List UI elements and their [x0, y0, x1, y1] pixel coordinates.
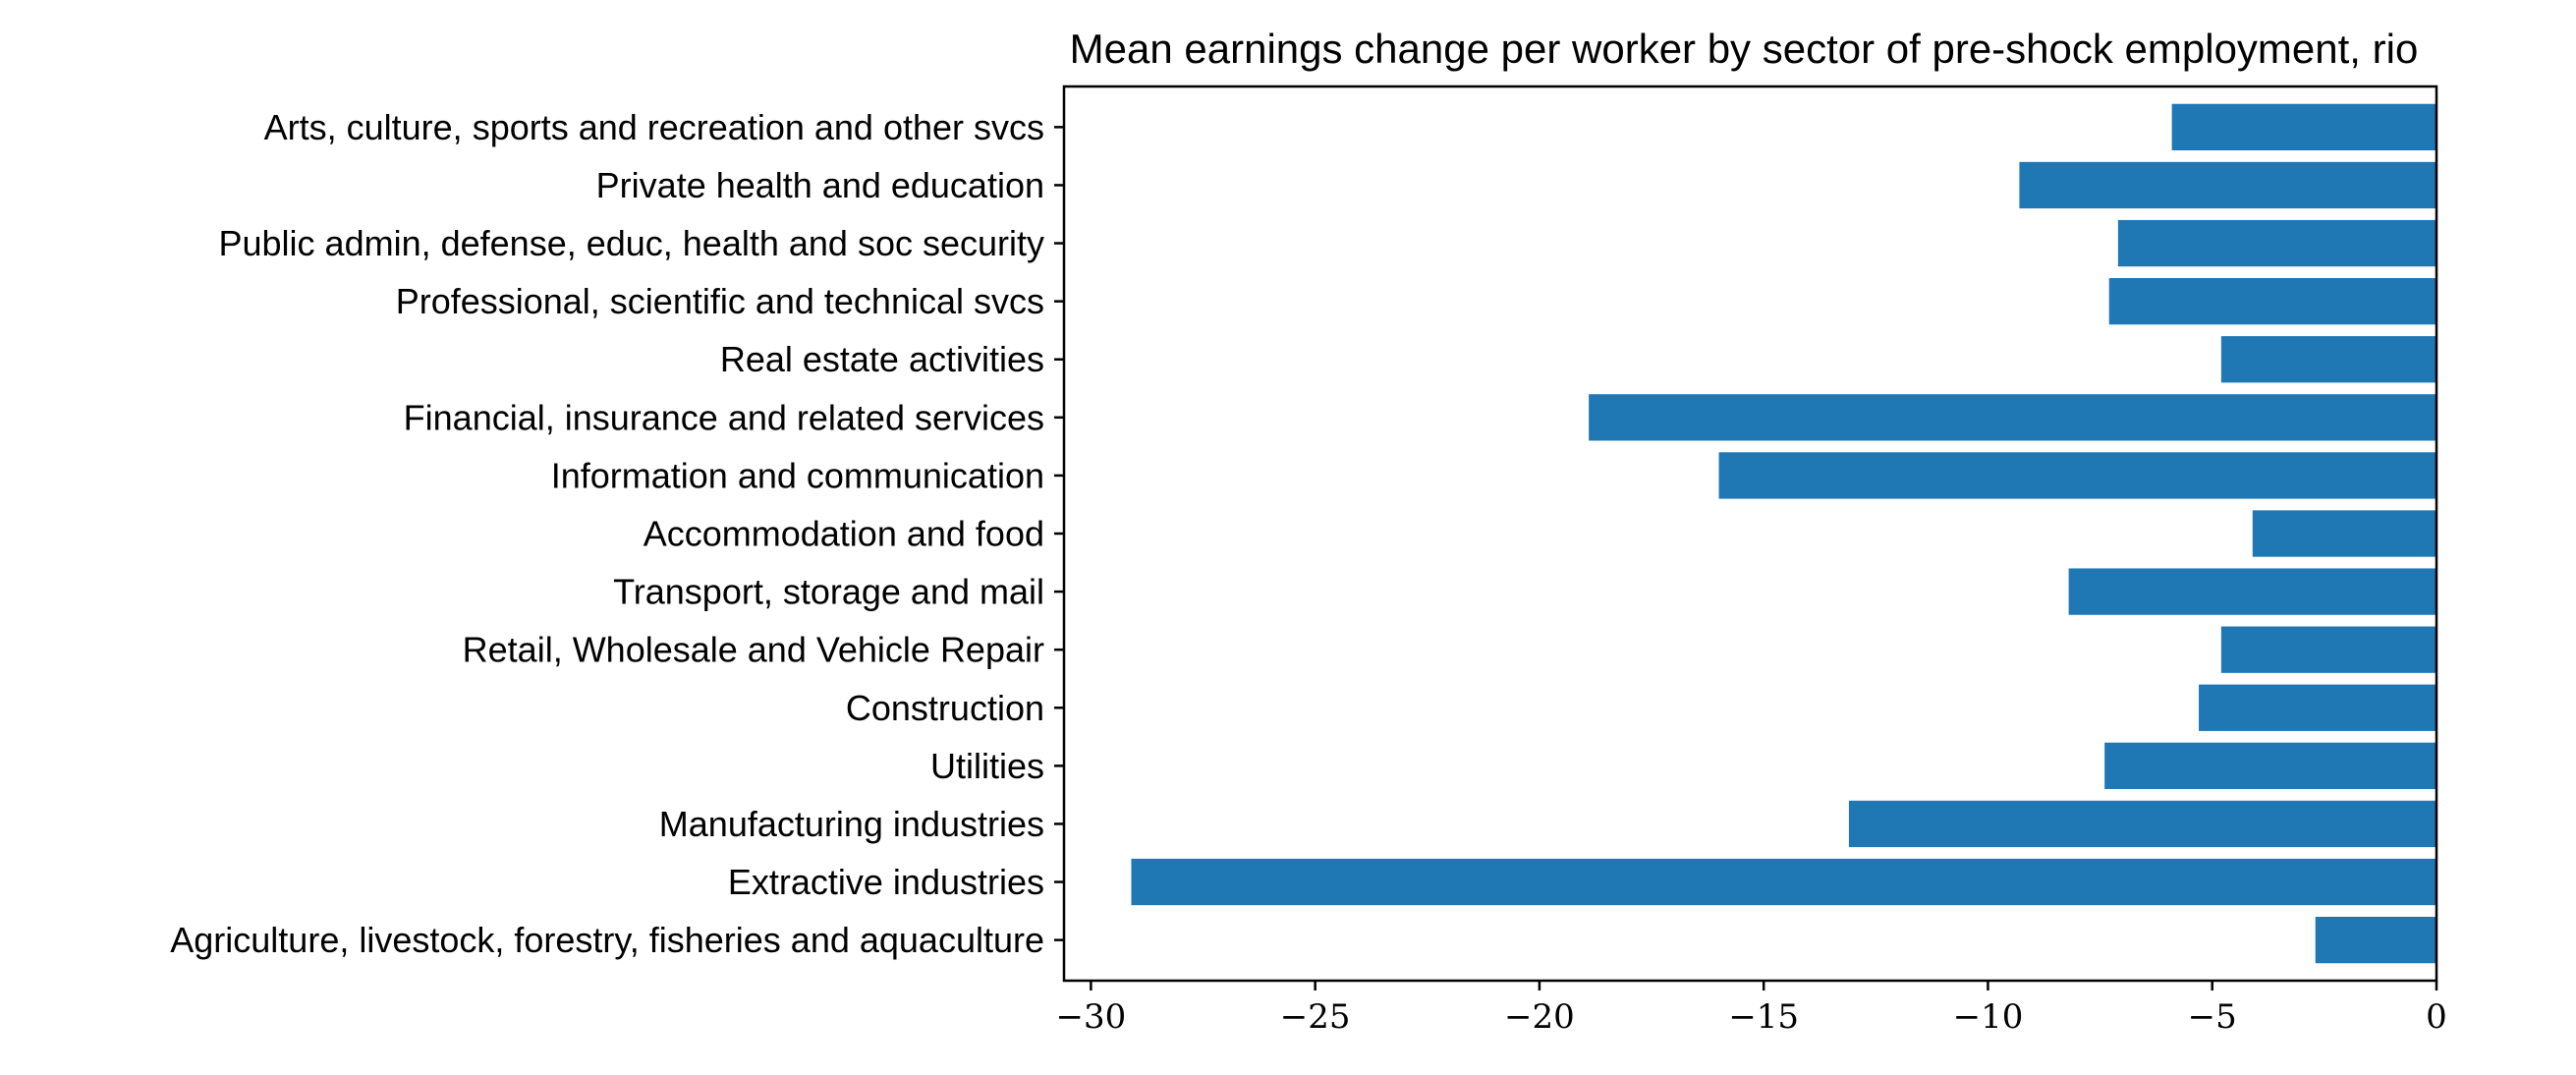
y-tick-label: Retail, Wholesale and Vehicle Repair	[463, 630, 1044, 670]
y-tick-label: Manufacturing industries	[659, 804, 1044, 844]
bars-group	[1131, 103, 2436, 964]
x-tick-label: −25	[1280, 997, 1351, 1037]
x-axis: −30 −25 −20 −15 −10 −5 0	[1056, 981, 2447, 1037]
bar	[2199, 684, 2436, 731]
bar	[2117, 219, 2436, 267]
y-tick-label: Extractive industries	[728, 862, 1044, 902]
y-tick-label: Utilities	[930, 746, 1044, 786]
y-tick-label: Construction	[846, 688, 1044, 728]
bar	[2171, 103, 2436, 150]
x-tick-label: −20	[1504, 997, 1575, 1037]
bar	[2068, 568, 2436, 615]
y-tick-label: Real estate activities	[720, 339, 1044, 379]
x-tick-label: −10	[1953, 997, 2024, 1037]
y-tick-label: Arts, culture, sports and recreation and…	[264, 107, 1044, 147]
y-tick-label: Information and communication	[551, 455, 1044, 495]
y-tick-label: Private health and education	[596, 165, 1044, 205]
y-tick-label: Accommodation and food	[644, 514, 1044, 554]
bar	[2108, 278, 2436, 325]
y-tick-label: Public admin, defense, educ, health and …	[219, 223, 1045, 263]
y-tick-label: Agriculture, livestock, forestry, fisher…	[170, 920, 1044, 960]
bar	[2220, 336, 2436, 383]
plot-frame	[1062, 85, 2438, 983]
bar	[1848, 800, 2436, 848]
x-tick-label: −15	[1728, 997, 1799, 1037]
chart-title: Mean earnings change per worker by secto…	[1070, 26, 2419, 72]
x-tick-label: 0	[2426, 997, 2447, 1037]
bar	[1718, 452, 2436, 499]
y-tick-label: Financial, insurance and related service…	[404, 397, 1044, 437]
y-tick-labels: Agriculture, livestock, forestry, fisher…	[170, 107, 1064, 960]
bar	[1589, 394, 2436, 441]
bar	[2104, 742, 2436, 789]
bar	[2252, 510, 2436, 557]
bar	[2019, 161, 2436, 209]
bar	[2220, 626, 2436, 673]
x-tick-label: −5	[2188, 997, 2237, 1037]
x-tick-label: −30	[1056, 997, 1127, 1037]
bar	[2315, 917, 2436, 964]
bar	[1131, 858, 2436, 906]
y-tick-label: Professional, scientific and technical s…	[396, 281, 1044, 321]
y-tick-label: Transport, storage and mail	[613, 572, 1044, 612]
